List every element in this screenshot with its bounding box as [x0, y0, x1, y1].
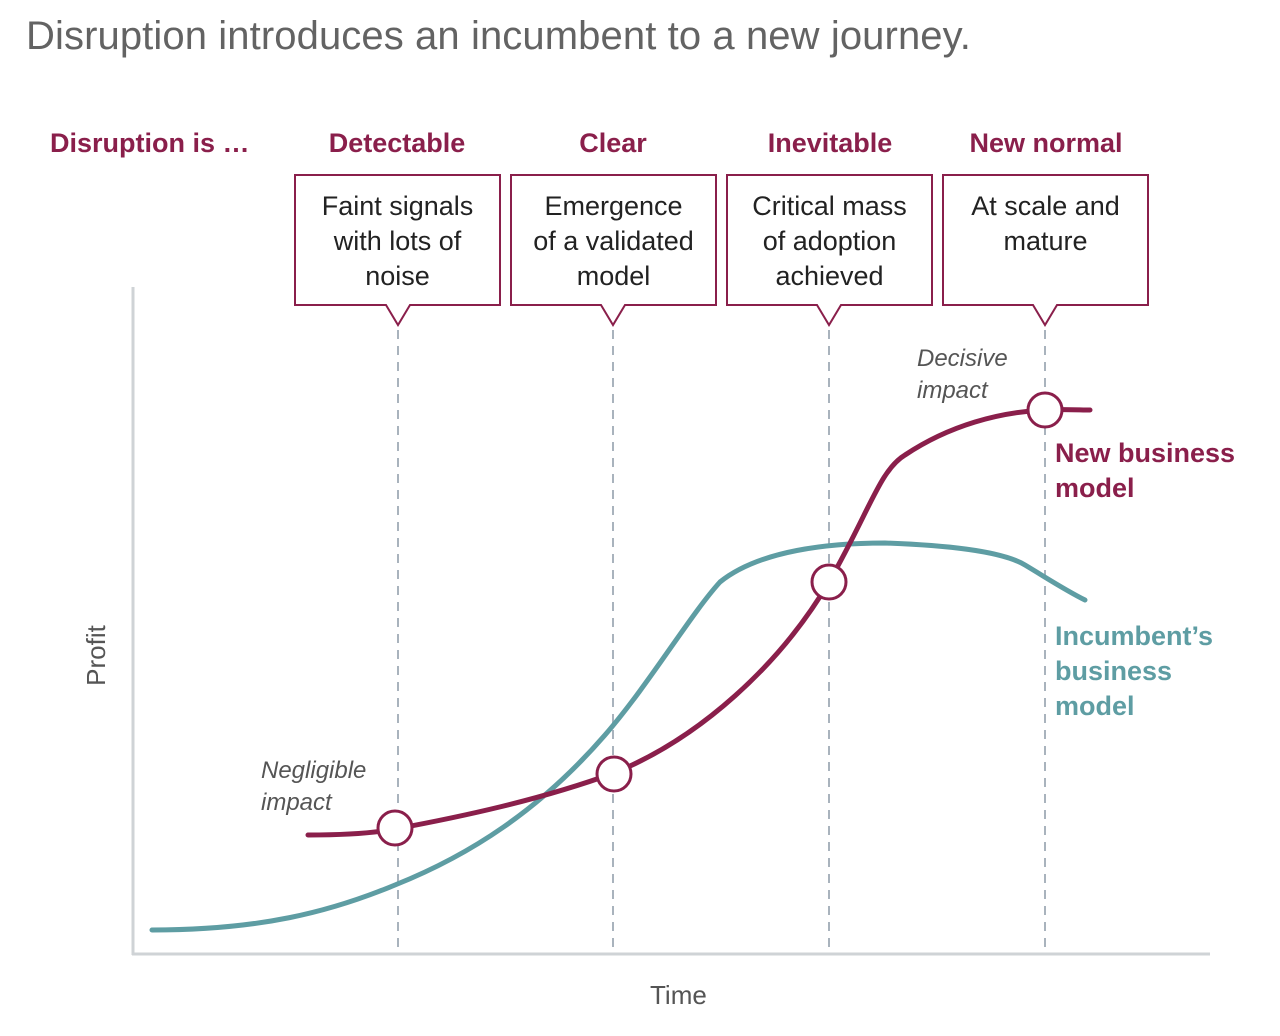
marker-new-normal: [1026, 391, 1064, 429]
callout-box-clear: [510, 174, 717, 327]
callout-text-inevitable: Critical mass of adoption achieved: [752, 191, 907, 291]
callout-text-clear: Emergence of a validated model: [533, 191, 694, 291]
stage-header-clear: Clear: [579, 128, 647, 158]
marker-clear: [595, 755, 633, 793]
annotation-negligible-impact: Negligible impact: [261, 757, 367, 816]
label-new-business-model: New business model: [1055, 438, 1236, 503]
stage-row-label: Disruption is …: [50, 128, 250, 158]
annotation-decisive-impact: Decisive impact: [917, 345, 1008, 404]
stage-header-inevitable: Inevitable: [767, 128, 893, 158]
new-business-model-curve: [305, 407, 1093, 838]
page-title: Disruption introduces an incumbent to a …: [26, 14, 971, 58]
y-axis-label: Profit: [80, 625, 111, 686]
x-axis-label: Time: [650, 980, 707, 1010]
marker-detectable: [376, 809, 414, 847]
stage-header-detectable: Detectable: [328, 128, 466, 158]
stage-header-new-normal: New normal: [969, 128, 1123, 158]
callout-text-detectable: Faint signals with lots of noise: [321, 191, 474, 291]
callout-box-inevitable: [726, 174, 933, 327]
label-incumbent-business-model: Incumbent’s business model: [1055, 621, 1214, 721]
incumbent-curve: [149, 540, 1088, 933]
callout-box-new-normal: [942, 174, 1149, 327]
callout-box-detectable: [294, 174, 501, 327]
marker-inevitable: [810, 563, 848, 601]
callout-text-new-normal: At scale and mature: [971, 191, 1120, 256]
